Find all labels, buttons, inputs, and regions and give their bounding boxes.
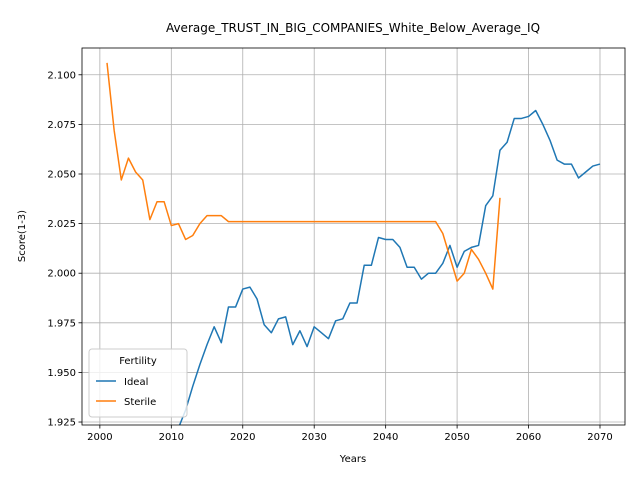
x-axis-ticks: 2000 2010 2020 2030 2040 2050 2060 2070: [87, 425, 613, 443]
y-tick-label: 2.050: [47, 169, 76, 180]
legend: Fertility Ideal Sterile: [88, 348, 188, 418]
grid-lines: [82, 48, 625, 425]
x-tick-label: 2020: [230, 432, 255, 443]
legend-label-ideal: Ideal: [124, 377, 148, 388]
x-axis-label: Years: [339, 454, 366, 465]
legend-label-sterile: Sterile: [124, 397, 156, 408]
x-tick-label: 2070: [587, 432, 612, 443]
y-axis-ticks: 1.925 1.950 1.975 2.000 2.025 2.050 2.075 2.100: [47, 70, 82, 429]
series-line-ideal: [178, 109, 601, 425]
x-tick-label: 2030: [301, 432, 326, 443]
y-tick-label: 1.950: [47, 368, 76, 379]
x-tick-label: 2000: [87, 432, 112, 443]
legend-title: Fertility: [119, 356, 157, 367]
legend-box: [88, 348, 188, 418]
plot-area-frame: [81, 47, 626, 426]
y-tick-label: 2.025: [47, 219, 76, 230]
y-tick-label: 2.100: [47, 70, 76, 81]
x-tick-label: 2010: [159, 432, 184, 443]
y-tick-label: 2.075: [47, 120, 76, 131]
series-layer: [106, 62, 601, 425]
x-tick-label: 2060: [516, 432, 541, 443]
chart-title: Average_TRUST_IN_BIG_COMPANIES_White_Bel…: [166, 21, 540, 35]
y-tick-label: 2.000: [47, 269, 76, 280]
x-tick-label: 2040: [373, 432, 398, 443]
x-tick-label: 2050: [444, 432, 469, 443]
y-axis-label: Score(1-3): [17, 210, 28, 262]
series-line-sterile: [106, 62, 501, 290]
y-tick-label: 1.975: [47, 318, 76, 329]
y-tick-label: 1.925: [47, 418, 76, 429]
